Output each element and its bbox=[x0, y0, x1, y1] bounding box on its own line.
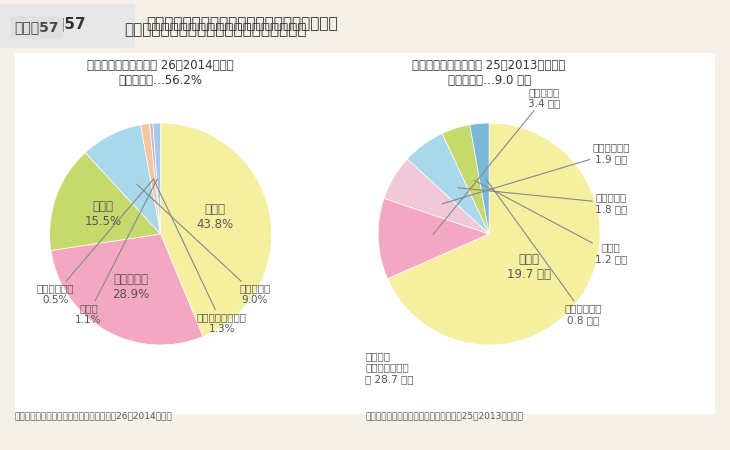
Wedge shape bbox=[140, 124, 161, 234]
Text: 虚血性心疾患
0.8 兆円: 虚血性心疾患 0.8 兆円 bbox=[485, 179, 602, 325]
Wedge shape bbox=[378, 198, 489, 279]
Text: 図表－57: 図表－57 bbox=[38, 16, 86, 31]
Text: 生活習慣病の医療費に占める割合と死亡割合: 生活習慣病の医療費に占める割合と死亡割合 bbox=[146, 16, 337, 31]
Text: 悪性新生物
28.9%: 悪性新生物 28.9% bbox=[112, 273, 149, 301]
Text: 図表－57: 図表－57 bbox=[15, 21, 59, 35]
Wedge shape bbox=[153, 123, 161, 234]
Text: 高血圧性疾患
1.9 兆円: 高血圧性疾患 1.9 兆円 bbox=[442, 142, 630, 204]
Text: 悪性新生物
3.4 兆円: 悪性新生物 3.4 兆円 bbox=[433, 87, 561, 234]
Title: 医科診療医療費（平成 25（2013）年度）
生活習慣病…9.0 兆円: 医科診療医療費（平成 25（2013）年度） 生活習慣病…9.0 兆円 bbox=[412, 59, 566, 87]
FancyBboxPatch shape bbox=[15, 53, 715, 414]
Wedge shape bbox=[161, 123, 272, 337]
Wedge shape bbox=[470, 123, 489, 234]
Text: その他
43.8%: その他 43.8% bbox=[196, 202, 234, 230]
Text: 高血圧性疾患
0.5%: 高血圧性疾患 0.5% bbox=[36, 179, 154, 305]
Title: 死因別死亡割合（平成 26（2014）年）
生活習慣病…56.2%: 死因別死亡割合（平成 26（2014）年） 生活習慣病…56.2% bbox=[88, 59, 234, 87]
Text: 脳血管疾患
1.8 兆円: 脳血管疾患 1.8 兆円 bbox=[458, 188, 627, 214]
Text: 心疾患
15.5%: 心疾患 15.5% bbox=[85, 200, 122, 228]
Wedge shape bbox=[384, 159, 489, 234]
Wedge shape bbox=[50, 153, 161, 251]
Wedge shape bbox=[51, 234, 203, 345]
Wedge shape bbox=[407, 134, 489, 234]
Text: その他
19.7 兆円: その他 19.7 兆円 bbox=[507, 253, 551, 281]
Text: 資料：厚生労働省「人口動態統計」（平成26（2014）年）: 資料：厚生労働省「人口動態統計」（平成26（2014）年） bbox=[15, 411, 172, 420]
Wedge shape bbox=[442, 125, 489, 234]
Wedge shape bbox=[388, 123, 600, 345]
FancyBboxPatch shape bbox=[0, 4, 135, 48]
Text: 糖尿病
1.2 兆円: 糖尿病 1.2 兆円 bbox=[474, 180, 627, 264]
Text: （参考）
医科診療医療費
計 28.7 兆円: （参考） 医科診療医療費 計 28.7 兆円 bbox=[365, 351, 413, 384]
Text: 資料：厚生労働省「国民医療費」（平成25（2013）年度）: 資料：厚生労働省「国民医療費」（平成25（2013）年度） bbox=[365, 411, 523, 420]
Text: 生活習慣病の医療費に占める割合と死亡割合: 生活習慣病の医療費に占める割合と死亡割合 bbox=[124, 22, 307, 37]
Text: 糖尿病
1.1%: 糖尿病 1.1% bbox=[75, 179, 158, 325]
Wedge shape bbox=[85, 125, 161, 234]
Wedge shape bbox=[150, 123, 161, 234]
Text: 慢性閉塞性肺疾患
1.3%: 慢性閉塞性肺疾患 1.3% bbox=[154, 180, 247, 333]
Text: 脳血管疾患
9.0%: 脳血管疾患 9.0% bbox=[137, 184, 271, 305]
